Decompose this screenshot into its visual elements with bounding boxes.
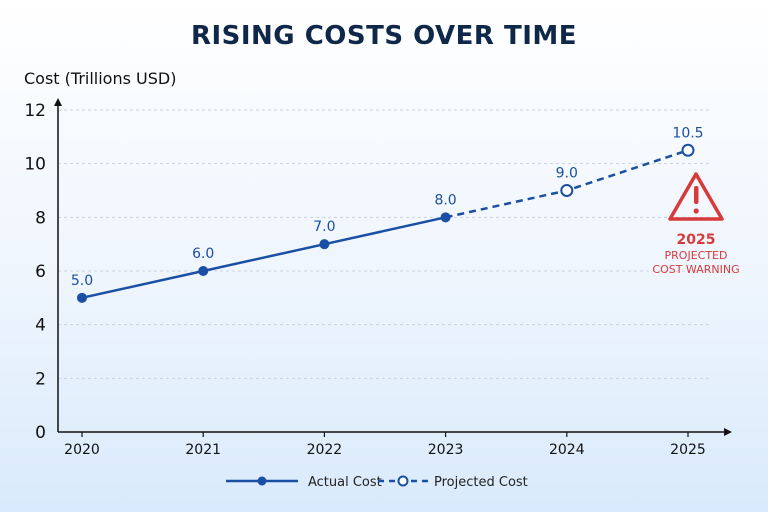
grid-lines	[58, 109, 710, 379]
y-tick-label: 8	[35, 208, 46, 228]
x-tick-label: 2020	[64, 442, 100, 458]
y-tick-label: 2	[35, 369, 46, 389]
chart-title: RISING COSTS OVER TIME	[191, 21, 577, 51]
legend-item-actual: Actual Cost	[226, 475, 382, 490]
warning-triangle-icon	[668, 172, 724, 221]
y-tick-label: 12	[24, 101, 46, 121]
legend-item-projected: Projected Cost	[378, 475, 528, 490]
data-points	[77, 143, 695, 303]
x-tick-label: 2025	[670, 442, 706, 458]
data-point-actual	[319, 239, 330, 250]
data-label: 9.0	[556, 166, 578, 182]
data-label: 7.0	[313, 219, 335, 235]
y-tick-label: 4	[35, 316, 46, 336]
data-point-actual	[440, 212, 451, 223]
data-point-actual	[198, 266, 209, 276]
x-tick-label: 2022	[307, 442, 343, 458]
data-label: 6.0	[192, 246, 214, 262]
warning-line-2: COST WARNING	[652, 263, 739, 276]
y-axis-arrow	[54, 98, 62, 106]
data-label: 5.0	[71, 273, 93, 289]
legend-label-projected: Projected Cost	[434, 475, 528, 490]
y-tick-labels: 0 2 4 6 8 10 12	[24, 101, 46, 443]
series-line-actual	[81, 216, 446, 300]
y-tick-label: 0	[35, 423, 46, 443]
x-axis-arrow	[724, 428, 732, 436]
axes	[54, 98, 732, 437]
y-axis-label: Cost (Trillions USD)	[24, 69, 176, 88]
data-point-actual	[77, 292, 87, 303]
data-point-projected	[681, 143, 695, 157]
data-labels: 5.0 6.0 7.0 8.0 9.0 10.5	[71, 125, 704, 289]
data-label: 8.0	[434, 192, 456, 208]
legend: Actual Cost Projected Cost	[226, 475, 528, 490]
x-tick-labels: 2020 2021 2022 2023 2024 2025	[64, 442, 706, 458]
warning-year: 2025	[677, 232, 716, 248]
y-tick-label: 10	[24, 155, 46, 175]
legend-label-actual: Actual Cost	[308, 475, 382, 490]
x-tick-label: 2024	[549, 442, 585, 458]
data-label: 10.5	[672, 125, 703, 141]
x-tick-label: 2021	[185, 442, 221, 458]
warning-line-1: PROJECTED	[665, 249, 728, 262]
projected-cost-warning: 2025 PROJECTED COST WARNING	[652, 172, 740, 276]
data-point-projected	[560, 184, 574, 197]
series-lines	[81, 149, 689, 300]
y-tick-label: 6	[35, 262, 46, 282]
x-tick-label: 2023	[428, 442, 464, 458]
series-line-projected	[445, 149, 689, 219]
